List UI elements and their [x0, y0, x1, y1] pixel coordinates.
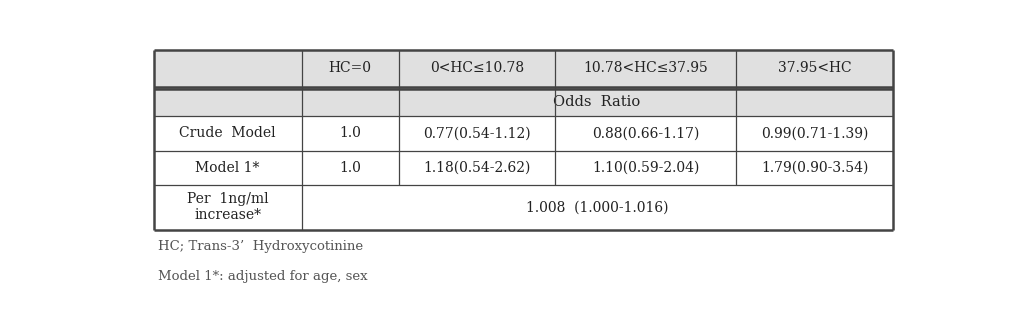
Text: Model 1*: adjusted for age, sex: Model 1*: adjusted for age, sex [158, 270, 367, 283]
Bar [736, 116, 893, 151]
Text: 1.0: 1.0 [339, 126, 361, 140]
Bar [301, 151, 398, 185]
Text: 0<HC≤10.78: 0<HC≤10.78 [430, 61, 524, 75]
Text: 0.99(0.71-1.39): 0.99(0.71-1.39) [761, 126, 868, 140]
Text: 37.95<HC: 37.95<HC [777, 61, 851, 75]
Text: HC=0: HC=0 [329, 61, 372, 75]
Bar [154, 151, 301, 185]
Text: Odds  Ratio: Odds Ratio [553, 95, 641, 109]
Bar [736, 50, 893, 87]
Bar [154, 87, 301, 116]
Text: 0.77(0.54-1.12): 0.77(0.54-1.12) [423, 126, 531, 140]
Bar [398, 50, 555, 87]
Bar [555, 151, 736, 185]
Text: Crude  Model: Crude Model [179, 126, 276, 140]
Text: 1.0: 1.0 [339, 161, 361, 175]
Bar [736, 151, 893, 185]
Text: 1.18(0.54-2.62): 1.18(0.54-2.62) [423, 161, 531, 175]
Bar [301, 185, 893, 230]
Bar [555, 50, 736, 87]
Text: 1.008  (1.000-1.016): 1.008 (1.000-1.016) [526, 200, 668, 214]
Bar [301, 50, 398, 87]
Bar [154, 116, 301, 151]
Text: 1.79(0.90-3.54): 1.79(0.90-3.54) [761, 161, 868, 175]
Bar [301, 87, 893, 116]
Text: Per  1ng/ml
increase*: Per 1ng/ml increase* [187, 192, 269, 222]
Bar [301, 116, 398, 151]
Text: 0.88(0.66-1.17): 0.88(0.66-1.17) [592, 126, 700, 140]
Bar [398, 151, 555, 185]
Bar [154, 50, 301, 87]
Text: 1.10(0.59-2.04): 1.10(0.59-2.04) [592, 161, 700, 175]
Text: Model 1*: Model 1* [195, 161, 260, 175]
Bar [154, 185, 301, 230]
Bar [555, 116, 736, 151]
Text: 10.78<HC≤37.95: 10.78<HC≤37.95 [583, 61, 708, 75]
Bar [398, 116, 555, 151]
Text: HC; Trans-3’  Hydroxycotinine: HC; Trans-3’ Hydroxycotinine [158, 240, 363, 253]
